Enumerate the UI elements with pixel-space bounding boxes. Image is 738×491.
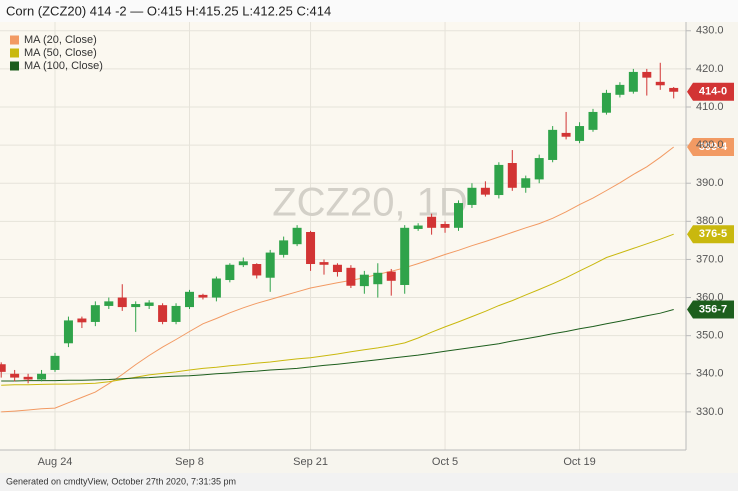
candle-body — [346, 267, 356, 286]
x-tick-label: Sep 21 — [293, 456, 328, 468]
candle-body — [669, 87, 679, 92]
legend: MA (20, Close)MA (50, Close)MA (100, Clo… — [10, 34, 103, 72]
price-tag-label: 399-4 — [699, 141, 728, 153]
candle-body — [63, 320, 73, 344]
y-tick-label: 370.0 — [696, 253, 724, 265]
candle-body — [10, 373, 20, 378]
price-tags: 414-0 399-4 376-5 356-7 — [687, 82, 734, 319]
candle-body — [198, 294, 208, 298]
candle-body — [373, 272, 383, 285]
candle-body — [561, 132, 571, 137]
candle-body — [23, 376, 33, 380]
candle-body — [588, 111, 598, 130]
legend-swatch — [10, 61, 19, 71]
y-tick-label: 430.0 — [696, 25, 724, 37]
ma-line — [1, 309, 674, 382]
footer: Generated on cmdtyView, October 27th 202… — [6, 476, 236, 486]
ma-line — [1, 233, 674, 386]
legend-label: MA (20, Close) — [24, 34, 97, 46]
candle-body — [117, 297, 127, 308]
candle-body — [601, 92, 611, 113]
price-tag-shape — [687, 225, 734, 244]
y-tick-label: 410.0 — [696, 101, 724, 113]
candle-body — [171, 305, 181, 322]
price-tag-shape — [687, 138, 734, 157]
footer-bar — [0, 473, 738, 491]
candle-body — [359, 274, 369, 287]
plot-area — [0, 22, 686, 450]
x-tick-label: Sep 8 — [175, 456, 204, 468]
candle-body — [306, 231, 316, 265]
legend-label: MA (100, Close) — [24, 60, 103, 72]
y-tick-label: 350.0 — [696, 330, 724, 342]
candle-body — [642, 71, 652, 78]
watermark: ZCZ20, 1D — [272, 181, 468, 225]
candle-body — [521, 178, 531, 188]
candle-body — [427, 216, 437, 228]
y-tick-label: 400.0 — [696, 139, 724, 151]
candle-body — [440, 223, 450, 228]
candle-body — [211, 278, 221, 298]
x-tick-label: Aug 24 — [38, 456, 73, 468]
candle-body — [400, 227, 410, 285]
candle-body — [292, 227, 302, 245]
y-tick-label: 380.0 — [696, 215, 724, 227]
candle-body — [480, 187, 490, 195]
candle-body — [319, 262, 329, 265]
price-tag-shape — [687, 82, 734, 101]
legend-label: MA (50, Close) — [24, 47, 97, 59]
legend-swatch — [10, 48, 19, 58]
candle-body — [279, 240, 289, 255]
price-tag-label: 414-0 — [699, 86, 727, 98]
price-tag-label: 376-5 — [699, 228, 727, 240]
candle-body — [548, 129, 558, 160]
candle-body — [90, 305, 100, 322]
header-bar — [0, 0, 738, 22]
candle-body — [77, 318, 87, 323]
candle-body — [628, 71, 638, 92]
legend-swatch — [10, 35, 19, 45]
candle-body — [615, 84, 625, 95]
candle-body — [50, 355, 60, 370]
y-tick-label: 330.0 — [696, 406, 724, 418]
candle-body — [252, 264, 262, 276]
candle-body — [467, 187, 477, 205]
chart-title: Corn (ZCZ20) 414 -2 — O:415 H:415.25 L:4… — [6, 3, 331, 18]
x-tick-label: Oct 19 — [563, 456, 595, 468]
y-tick-label: 420.0 — [696, 63, 724, 75]
candle-body — [37, 373, 47, 380]
candle-body — [131, 304, 141, 308]
candle-body — [0, 364, 6, 372]
y-tick-label: 390.0 — [696, 177, 724, 189]
marks — [0, 62, 679, 413]
candle-body — [144, 302, 154, 306]
candle-body — [158, 305, 168, 322]
candle-body — [413, 225, 423, 229]
x-tick-label: Oct 5 — [432, 456, 458, 468]
candle-body — [225, 264, 235, 281]
candle-body — [575, 126, 585, 141]
candle-body — [332, 264, 342, 273]
candle-body — [454, 203, 463, 228]
candle-body — [185, 291, 194, 308]
candle-body — [265, 252, 275, 278]
candle-body — [104, 301, 114, 306]
candle-body — [386, 271, 396, 281]
candle-body — [534, 158, 544, 180]
grid — [0, 22, 691, 450]
candle-body — [238, 261, 248, 266]
y-tick-label: 360.0 — [696, 291, 724, 303]
price-tag-shape — [687, 300, 734, 319]
candle-body — [507, 163, 517, 188]
candle-body — [494, 164, 504, 196]
price-tag-label: 356-7 — [699, 303, 727, 315]
candle-body — [655, 81, 665, 86]
y-tick-label: 340.0 — [696, 368, 724, 380]
